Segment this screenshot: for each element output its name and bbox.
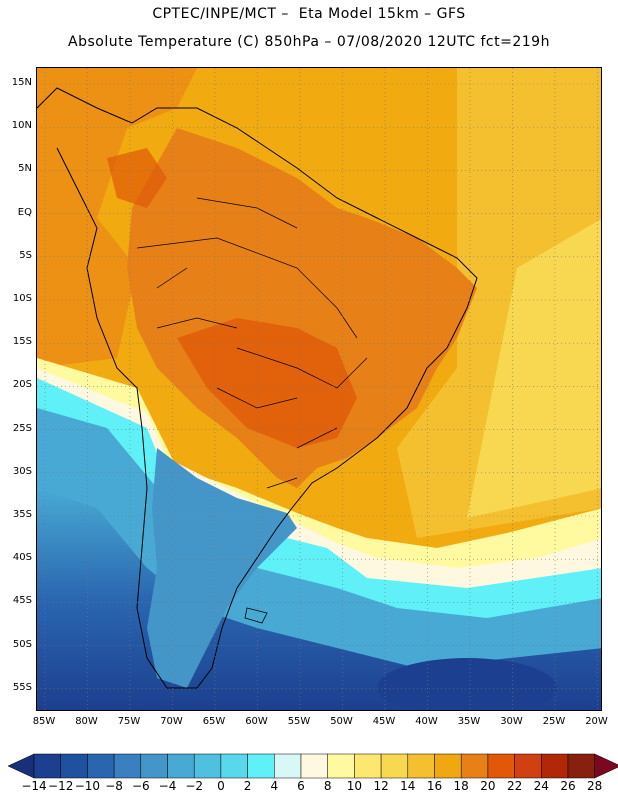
colorbar-label: 6 (297, 779, 305, 793)
colorbar-label: 26 (560, 779, 576, 793)
political-borders (136, 197, 368, 489)
lat-label-30s: 30S (12, 465, 32, 477)
lon-label-55w: 55W (287, 716, 311, 727)
lon-label-45w: 45W (372, 716, 396, 727)
lon-label-85w: 85W (32, 716, 56, 727)
colorbar-swatch (541, 753, 569, 779)
colorbar-swatch (567, 753, 595, 779)
colorbar-swatch (33, 753, 61, 779)
colorbar-swatch (140, 753, 168, 779)
continent-hot (177, 318, 357, 448)
lat-label-50s: 50S (12, 638, 32, 650)
colorbar-label: −14 (21, 779, 47, 793)
lat-label-eq: EQ (17, 206, 32, 218)
colorbar-label: −4 (158, 779, 177, 793)
lon-label-75w: 75W (117, 716, 141, 727)
colorbar-label: −10 (74, 779, 101, 793)
lon-label-70w: 70W (160, 716, 183, 727)
colorbar-label: 10 (346, 779, 363, 793)
colorbar-label: 24 (533, 779, 549, 793)
colorbar-swatch (514, 753, 542, 779)
lon-label-25w: 25W (542, 716, 566, 727)
colorbar-label: 4 (270, 779, 279, 793)
lon-label-30w: 30W (500, 716, 523, 727)
colorbar-swatch (434, 753, 462, 779)
lat-label-10s: 10S (12, 293, 32, 304)
colorbar-over-arrow (594, 753, 618, 779)
colorbar-swatch (113, 753, 142, 779)
lon-label-60w: 60W (245, 716, 268, 727)
colorbar-swatch (87, 753, 115, 779)
lat-label-15s: 15S (12, 336, 32, 348)
colorbar-label: 18 (453, 779, 469, 793)
colorbar-swatch (193, 753, 222, 779)
colorbar-swatch (487, 753, 515, 779)
lat-label-20s: 20S (12, 379, 32, 391)
coastline-south-america (37, 87, 478, 689)
map-title-line1: CPTEC/INPE/MCT – Eta Model 15km – GFS (152, 6, 466, 22)
lat-label-45s: 45S (12, 595, 32, 607)
colorbar-label: −8 (105, 779, 123, 793)
lon-label-65w: 65W (202, 716, 226, 727)
colorbar-label: 14 (400, 779, 416, 793)
colorbar-swatch (380, 753, 409, 779)
colorbar (7, 753, 618, 779)
colorbar-label: 8 (323, 779, 332, 793)
colorbar-label: −12 (48, 779, 74, 793)
lat-label-55s: 55S (12, 681, 32, 693)
lat-label-35s: 35S (12, 509, 32, 520)
colorbar-label: 0 (217, 779, 225, 793)
colorbar-swatch (220, 753, 248, 779)
temperature-map (37, 68, 601, 710)
colorbar-swatch (247, 753, 275, 779)
lat-label-5s: 5S (19, 249, 32, 261)
lon-label-50w: 50W (330, 716, 353, 727)
lon-label-20w: 20W (585, 716, 608, 727)
falkland-islands (244, 607, 268, 624)
colorbar-label: 16 (426, 779, 443, 793)
lat-label-5n: 5N (18, 163, 32, 175)
cold-core (377, 658, 557, 710)
colorbar-label: −6 (131, 779, 150, 793)
patagonia-cold (147, 448, 297, 688)
colorbar-swatch (327, 753, 355, 779)
lat-label-10n: 10N (11, 120, 32, 132)
colorbar-under-arrow (7, 753, 35, 779)
lon-label-40w: 40W (415, 716, 438, 727)
lat-label-25s: 25S (12, 422, 32, 434)
map-panel (36, 67, 602, 711)
colorbar-label: 20 (480, 779, 496, 793)
yellow-band-east (467, 219, 601, 518)
continent-warm (127, 128, 477, 488)
lat-label-15n: 15N (11, 77, 32, 88)
colorbar-swatch (460, 753, 489, 779)
colorbar-swatch (60, 753, 88, 779)
lat-label-40s: 40S (12, 552, 32, 564)
map-title-line2: Absolute Temperature (C) 850hPa – 07/08/… (68, 34, 550, 50)
colorbar-swatch (167, 753, 195, 779)
colorbar-label: 22 (506, 779, 523, 793)
colorbar-label: 2 (243, 779, 252, 793)
orange-band-west (37, 68, 197, 368)
colorbar-swatch (354, 753, 382, 779)
colorbar-label: 28 (587, 779, 603, 793)
lon-label-80w: 80W (75, 716, 98, 727)
colorbar-swatch (407, 753, 435, 779)
andes-north-hot (107, 148, 167, 208)
colorbar-swatch (300, 753, 328, 779)
colorbar-swatch (274, 753, 302, 779)
colorbar-label: 12 (373, 779, 389, 793)
colorbar-label: −2 (185, 779, 204, 793)
lon-label-35w: 35W (457, 716, 481, 727)
map-grid (37, 68, 601, 710)
